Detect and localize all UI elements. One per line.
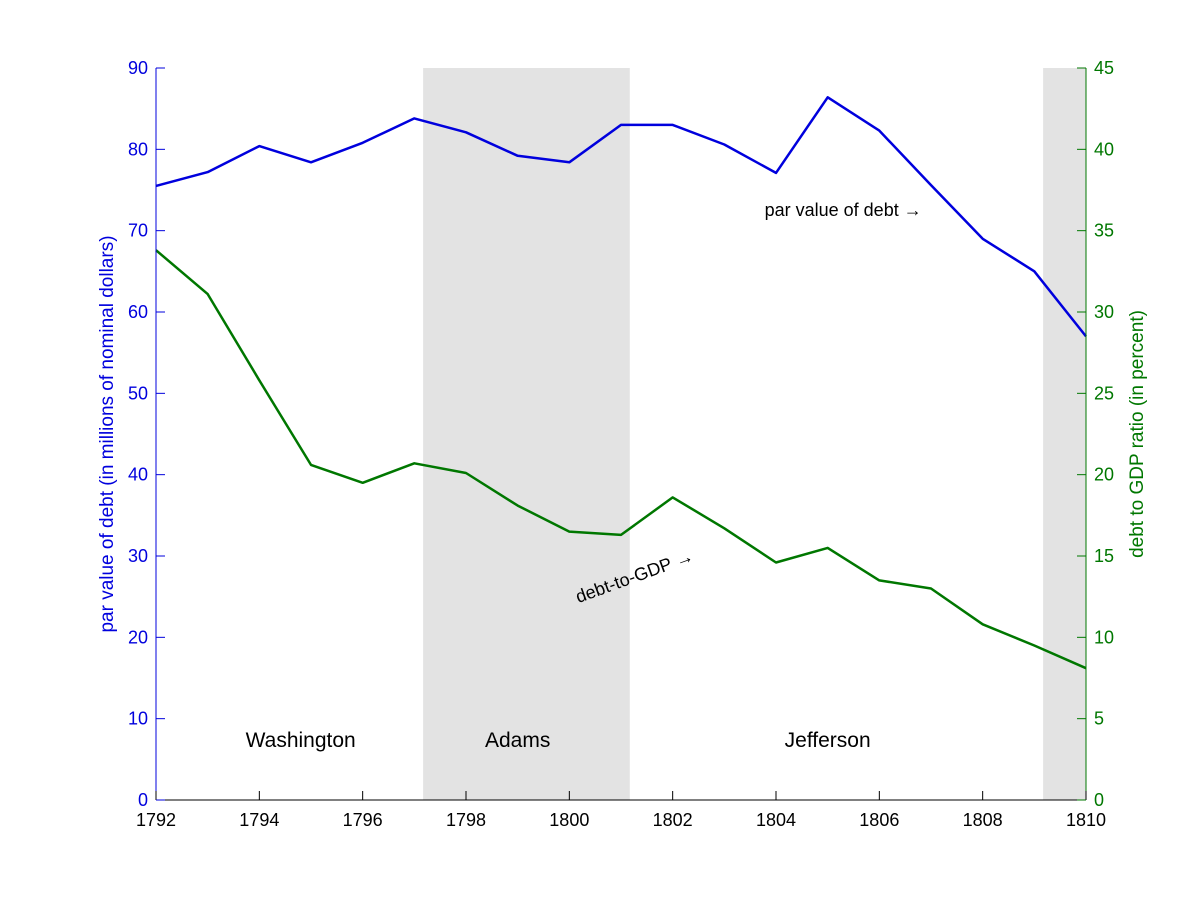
y-right-tick-label-35: 35: [1094, 221, 1114, 241]
y-left-tick-label-80: 80: [128, 139, 148, 159]
axes: 1792 1794 1796 1798 1800 1802 1804 1806 1808 1810…: [128, 58, 1114, 830]
x-tick-label-1804: 1804: [756, 810, 796, 830]
x-tick-label-1810: 1810: [1066, 810, 1106, 830]
x-tick-label-1800: 1800: [549, 810, 589, 830]
president-label-adams: Adams: [485, 729, 550, 752]
shaded-period-0: [423, 68, 630, 800]
y-left-axis-title: par value of debt (in millions of nomina…: [97, 235, 118, 632]
shaded-periods: [423, 68, 1086, 800]
y-left-tick-label-0: 0: [138, 790, 148, 810]
president-label-jefferson: Jefferson: [785, 729, 871, 752]
y-left-tick-label-90: 90: [128, 58, 148, 78]
y-left-tick-label-20: 20: [128, 627, 148, 647]
y-left-tick-label-30: 30: [128, 546, 148, 566]
shaded-period-1: [1043, 68, 1086, 800]
president-labels: Washington Adams Jefferson: [246, 729, 871, 752]
series-lines: [155, 96, 1087, 670]
president-label-washington: Washington: [246, 729, 356, 752]
y-right-tick-label-25: 25: [1094, 383, 1114, 403]
y-right-axis-title: debt to GDP ratio (in percent): [1127, 310, 1148, 558]
y-right-tick-label-40: 40: [1094, 139, 1114, 159]
par-value-series-line: [155, 96, 1087, 338]
x-tick-label-1792: 1792: [136, 810, 176, 830]
debt-to-gdp-series-line: [155, 249, 1087, 670]
y-right-tick-label-10: 10: [1094, 627, 1114, 647]
y-right-tick-label-45: 45: [1094, 58, 1114, 78]
y-left-tick-label-10: 10: [128, 709, 148, 729]
x-tick-label-1798: 1798: [446, 810, 486, 830]
x-tick-label-1794: 1794: [239, 810, 279, 830]
y-right-tick-label-30: 30: [1094, 302, 1114, 322]
x-tick-label-1806: 1806: [859, 810, 899, 830]
y-right-tick-label-5: 5: [1094, 709, 1104, 729]
x-tick-label-1796: 1796: [343, 810, 383, 830]
x-tick-label-1802: 1802: [653, 810, 693, 830]
y-right-tick-label-15: 15: [1094, 546, 1114, 566]
y-left-tick-label-50: 50: [128, 383, 148, 403]
y-left-tick-label-60: 60: [128, 302, 148, 322]
annotation-0: par value of debt →: [765, 200, 922, 220]
x-tick-label-1808: 1808: [963, 810, 1003, 830]
y-left-tick-label-70: 70: [128, 221, 148, 241]
y-left-tick-label-40: 40: [128, 465, 148, 485]
y-right-tick-label-0: 0: [1094, 790, 1104, 810]
y-right-tick-label-20: 20: [1094, 465, 1114, 485]
